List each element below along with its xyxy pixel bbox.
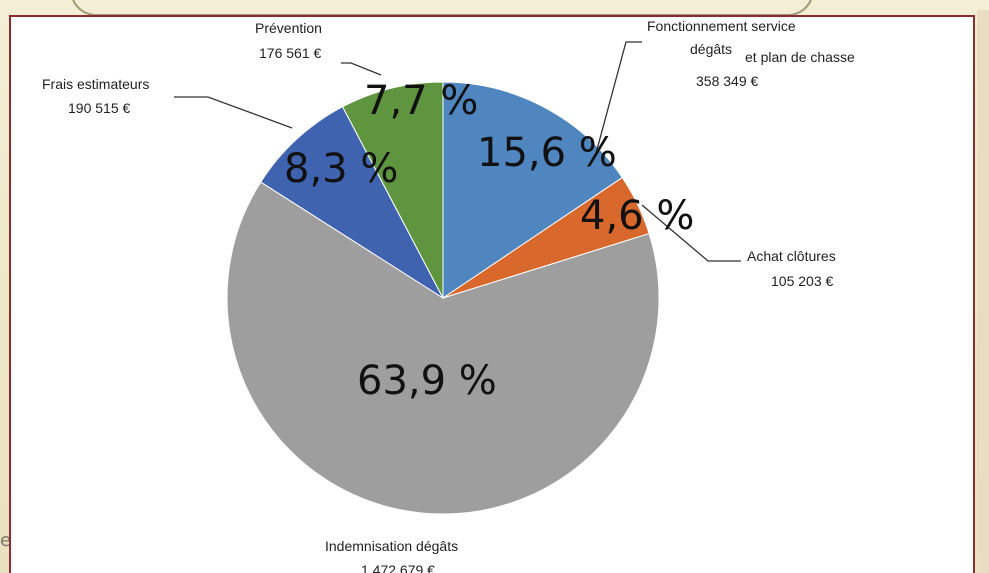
callout-amount-prevention: 176 561 €: [259, 45, 321, 61]
callout-labels: Fonctionnement service dégâts et plan de…: [42, 18, 855, 573]
pie-chart: Fonctionnement service dégâts et plan de…: [42, 18, 855, 573]
callout-lines: [174, 41, 741, 262]
callout-line-achat: [641, 204, 741, 262]
percent-label-fonctionnement: 15,6 %: [477, 130, 617, 176]
pie-slices: [226, 81, 660, 515]
slide-edge-text: e: [0, 530, 12, 551]
percent-labels: 15,6 % 4,6 % 63,9 % 8,3 % 7,7 %: [284, 78, 694, 404]
percent-label-estimateurs: 8,3 %: [284, 146, 398, 192]
percent-label-prevention: 7,7 %: [364, 78, 478, 124]
callout-name-indemnisation: Indemnisation dégâts: [325, 538, 458, 554]
callout-name-fonctionnement-line-2: dégâts: [690, 41, 732, 57]
pie-slice-estimateurs: [260, 106, 445, 300]
callout-name-fonctionnement-line-1: Fonctionnement service: [647, 18, 796, 34]
percent-label-indemnisation: 63,9 %: [357, 358, 497, 404]
pie-chart-panel: Fonctionnement service dégâts et plan de…: [9, 15, 975, 573]
percent-label-achat: 4,6 %: [580, 193, 694, 239]
pie-slice-prevention: [341, 81, 444, 299]
decorative-arc: [70, 0, 814, 16]
callout-name-estimateurs: Frais estimateurs: [42, 76, 149, 92]
pie-slice-fonctionnement: [442, 81, 623, 299]
callout-name-achat: Achat clôtures: [747, 248, 836, 264]
callout-amount-indemnisation: 1 472 679 €: [361, 562, 435, 573]
pie-slice-indemnisation: [226, 181, 660, 515]
slide-right-strip: [977, 10, 989, 573]
callout-amount-achat: 105 203 €: [771, 273, 833, 289]
callout-line-prevention: [341, 62, 382, 76]
callout-name-fonctionnement-line-3: et plan de chasse: [745, 49, 855, 65]
callout-amount-estimateurs: 190 515 €: [68, 100, 130, 116]
callout-name-prevention: Prévention: [255, 20, 322, 36]
callout-line-fonctionnement: [594, 41, 642, 158]
callout-amount-fonctionnement: 358 349 €: [696, 73, 758, 89]
callout-line-estimateurs: [174, 96, 293, 129]
